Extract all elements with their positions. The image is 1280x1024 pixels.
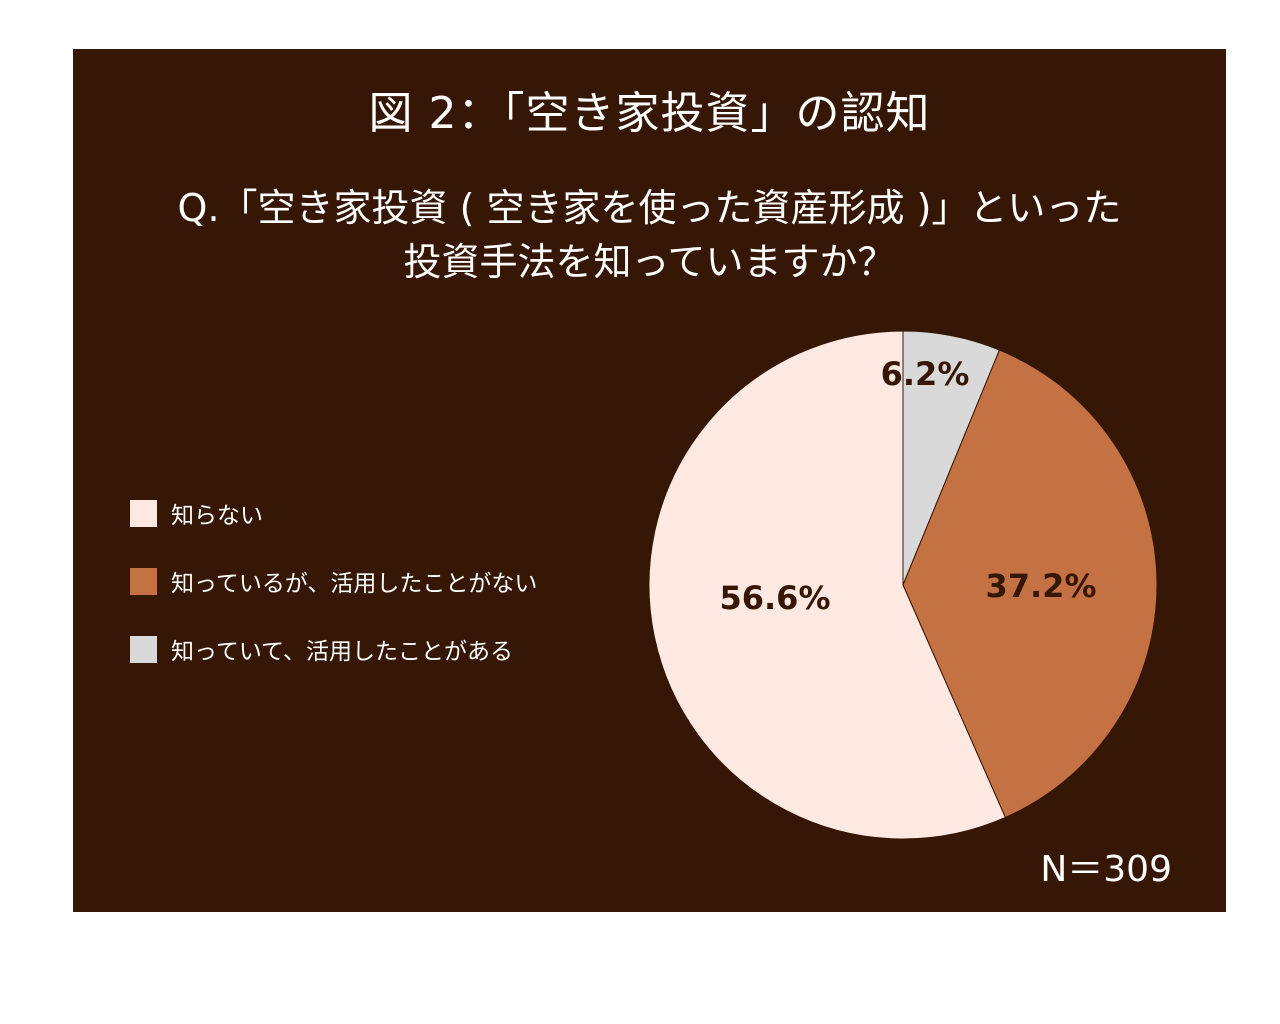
question-line-1: Q.「空き家投資 ( 空き家を使った資産形成 )」といった <box>177 186 1122 230</box>
chart-title: 図 2：「空き家投資」の認知 <box>368 88 931 139</box>
pie-data-label: 56.6% <box>719 579 830 617</box>
pie-chart: 6.2% 37.2% 56.6% <box>648 330 1158 840</box>
chart-legend: 知らない 知っているが、活用したことがない 知っていて、活用したことがある <box>130 499 537 703</box>
chart-panel: 図 2：「空き家投資」の認知 Q.「空き家投資 ( 空き家を使った資産形成 )」… <box>73 49 1226 912</box>
legend-label: 知らない <box>171 503 263 529</box>
sample-size-label: N＝309 <box>1040 849 1172 890</box>
legend-swatch <box>130 499 157 527</box>
legend-item-not-known: 知らない <box>130 499 537 529</box>
legend-swatch <box>130 567 157 595</box>
legend-item-known-used: 知っていて、活用したことがある <box>130 635 537 665</box>
pie-data-label: 37.2% <box>985 567 1096 605</box>
question-line-2: 投資手法を知っていますか？ <box>403 240 896 284</box>
legend-label: 知っているが、活用したことがない <box>171 571 538 597</box>
pie-slice <box>648 330 1006 840</box>
legend-item-known-not-used: 知っているが、活用したことがない <box>130 567 538 597</box>
legend-label: 知っていて、活用したことがある <box>171 639 514 665</box>
legend-swatch <box>130 635 157 663</box>
pie-data-label: 6.2% <box>881 355 970 393</box>
pie-slice <box>902 349 1158 819</box>
chart-question: Q.「空き家投資 ( 空き家を使った資産形成 )」といった 投資手法を知っていま… <box>73 181 1226 289</box>
